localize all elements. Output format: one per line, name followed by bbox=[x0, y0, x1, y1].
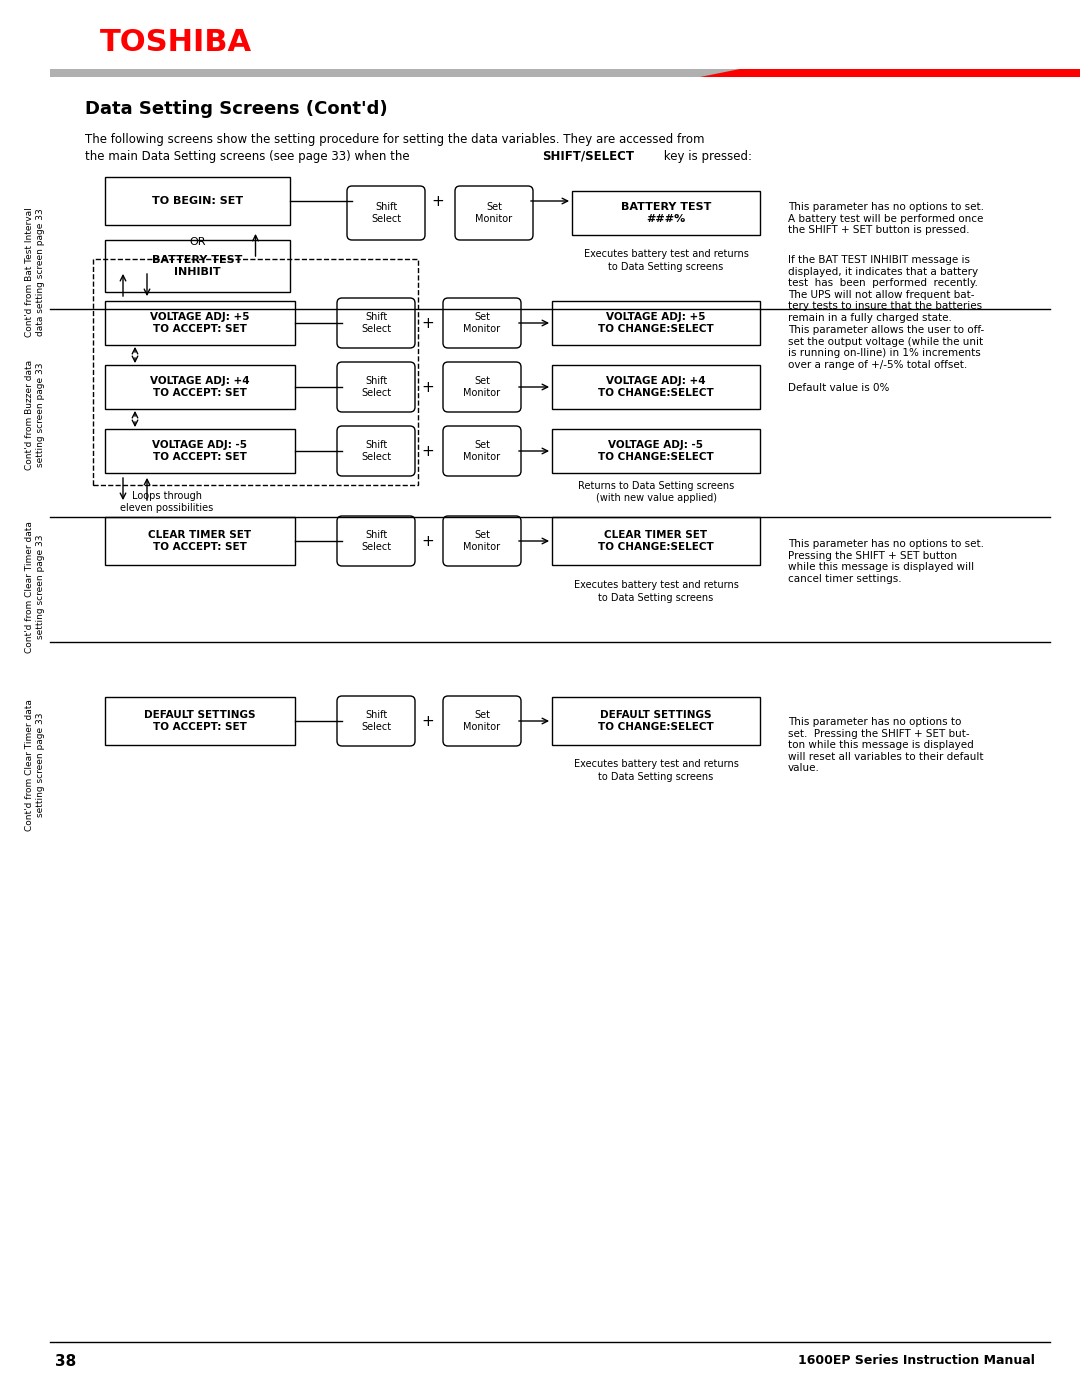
FancyBboxPatch shape bbox=[443, 426, 521, 476]
Text: the main Data Setting screens (see page 33) when the: the main Data Setting screens (see page … bbox=[85, 149, 414, 162]
FancyBboxPatch shape bbox=[105, 365, 295, 409]
Text: to Data Setting screens: to Data Setting screens bbox=[598, 592, 714, 604]
Text: Executes battery test and returns: Executes battery test and returns bbox=[583, 249, 748, 258]
Text: Returns to Data Setting screens
(with new value applied): Returns to Data Setting screens (with ne… bbox=[578, 481, 734, 503]
Text: Executes battery test and returns: Executes battery test and returns bbox=[573, 759, 739, 768]
Text: Set
Monitor: Set Monitor bbox=[463, 710, 500, 732]
Text: to Data Setting screens: to Data Setting screens bbox=[598, 773, 714, 782]
FancyBboxPatch shape bbox=[443, 515, 521, 566]
Text: VOLTAGE ADJ: -5
TO CHANGE:SELECT: VOLTAGE ADJ: -5 TO CHANGE:SELECT bbox=[598, 440, 714, 462]
Text: DEFAULT SETTINGS
TO ACCEPT: SET: DEFAULT SETTINGS TO ACCEPT: SET bbox=[145, 710, 256, 732]
Text: Loops through
eleven possibilities: Loops through eleven possibilities bbox=[120, 490, 214, 513]
Text: Shift
Select: Shift Select bbox=[361, 376, 391, 398]
Text: Set
Monitor: Set Monitor bbox=[475, 203, 513, 224]
FancyBboxPatch shape bbox=[337, 515, 415, 566]
FancyBboxPatch shape bbox=[105, 517, 295, 564]
Text: Cont'd from Clear Timer data
setting screen page 33: Cont'd from Clear Timer data setting scr… bbox=[25, 698, 44, 831]
Text: to Data Setting screens: to Data Setting screens bbox=[608, 263, 724, 272]
FancyBboxPatch shape bbox=[337, 362, 415, 412]
FancyBboxPatch shape bbox=[552, 300, 760, 345]
Text: TOSHIBA: TOSHIBA bbox=[100, 28, 252, 56]
Text: Data Setting Screens (Cont'd): Data Setting Screens (Cont'd) bbox=[85, 101, 388, 117]
Polygon shape bbox=[50, 68, 775, 77]
Text: VOLTAGE ADJ: -5
TO ACCEPT: SET: VOLTAGE ADJ: -5 TO ACCEPT: SET bbox=[152, 440, 247, 462]
FancyBboxPatch shape bbox=[443, 696, 521, 746]
FancyBboxPatch shape bbox=[552, 365, 760, 409]
FancyBboxPatch shape bbox=[105, 177, 291, 225]
Text: +: + bbox=[421, 316, 434, 331]
Text: Shift
Select: Shift Select bbox=[361, 531, 391, 552]
FancyBboxPatch shape bbox=[552, 697, 760, 745]
Text: TO BEGIN: SET: TO BEGIN: SET bbox=[152, 196, 243, 205]
Text: Shift
Select: Shift Select bbox=[361, 710, 391, 732]
Text: This parameter allows the user to off-
set the output voltage (while the unit
is: This parameter allows the user to off- s… bbox=[788, 326, 984, 393]
Polygon shape bbox=[700, 68, 1080, 77]
Text: 38: 38 bbox=[55, 1354, 77, 1369]
FancyBboxPatch shape bbox=[572, 191, 760, 235]
Text: +: + bbox=[421, 443, 434, 458]
Text: This parameter has no options to set.
Pressing the SHIFT + SET button
while this: This parameter has no options to set. Pr… bbox=[788, 539, 984, 584]
Text: +: + bbox=[421, 714, 434, 728]
Text: BATTERY TEST
###%: BATTERY TEST ###% bbox=[621, 203, 712, 224]
FancyBboxPatch shape bbox=[552, 429, 760, 474]
FancyBboxPatch shape bbox=[552, 517, 760, 564]
FancyBboxPatch shape bbox=[443, 298, 521, 348]
Text: Shift
Select: Shift Select bbox=[361, 312, 391, 334]
Text: VOLTAGE ADJ: +5
TO CHANGE:SELECT: VOLTAGE ADJ: +5 TO CHANGE:SELECT bbox=[598, 312, 714, 334]
Text: If the BAT TEST INHIBIT message is
displayed, it indicates that a battery
test  : If the BAT TEST INHIBIT message is displ… bbox=[788, 256, 982, 323]
Text: BATTERY TEST
INHIBIT: BATTERY TEST INHIBIT bbox=[152, 256, 243, 277]
Text: Set
Monitor: Set Monitor bbox=[463, 376, 500, 398]
FancyBboxPatch shape bbox=[105, 697, 295, 745]
FancyBboxPatch shape bbox=[337, 426, 415, 476]
FancyBboxPatch shape bbox=[337, 696, 415, 746]
Text: DEFAULT SETTINGS
TO CHANGE:SELECT: DEFAULT SETTINGS TO CHANGE:SELECT bbox=[598, 710, 714, 732]
Text: Shift
Select: Shift Select bbox=[361, 440, 391, 462]
Text: Executes battery test and returns: Executes battery test and returns bbox=[573, 580, 739, 590]
Text: Shift
Select: Shift Select bbox=[370, 203, 401, 224]
Text: This parameter has no options to set.
A battery test will be performed once
the : This parameter has no options to set. A … bbox=[788, 203, 984, 235]
Text: 1600EP Series Instruction Manual: 1600EP Series Instruction Manual bbox=[798, 1355, 1035, 1368]
FancyBboxPatch shape bbox=[347, 186, 426, 240]
Text: SHIFT/SELECT: SHIFT/SELECT bbox=[542, 149, 634, 162]
Text: The following screens show the setting procedure for setting the data variables.: The following screens show the setting p… bbox=[85, 133, 704, 145]
FancyBboxPatch shape bbox=[105, 240, 291, 292]
Text: CLEAR TIMER SET
TO ACCEPT: SET: CLEAR TIMER SET TO ACCEPT: SET bbox=[148, 531, 252, 552]
Text: +: + bbox=[432, 194, 444, 208]
Text: VOLTAGE ADJ: +4
TO ACCEPT: SET: VOLTAGE ADJ: +4 TO ACCEPT: SET bbox=[150, 376, 249, 398]
Text: Set
Monitor: Set Monitor bbox=[463, 440, 500, 462]
Text: +: + bbox=[421, 380, 434, 394]
Text: This parameter has no options to
set.  Pressing the SHIFT + SET but-
ton while t: This parameter has no options to set. Pr… bbox=[788, 717, 984, 774]
Text: Cont'd from Bat Test Interval
data setting screen page 33: Cont'd from Bat Test Interval data setti… bbox=[25, 207, 44, 337]
FancyBboxPatch shape bbox=[337, 298, 415, 348]
FancyBboxPatch shape bbox=[443, 362, 521, 412]
Text: OR: OR bbox=[189, 237, 206, 247]
Text: Set
Monitor: Set Monitor bbox=[463, 312, 500, 334]
Text: key is pressed:: key is pressed: bbox=[660, 149, 752, 162]
FancyBboxPatch shape bbox=[455, 186, 534, 240]
Text: VOLTAGE ADJ: +4
TO CHANGE:SELECT: VOLTAGE ADJ: +4 TO CHANGE:SELECT bbox=[598, 376, 714, 398]
FancyBboxPatch shape bbox=[105, 429, 295, 474]
Text: VOLTAGE ADJ: +5
TO ACCEPT: SET: VOLTAGE ADJ: +5 TO ACCEPT: SET bbox=[150, 312, 249, 334]
Text: Cont'd from Buzzer data
setting screen page 33: Cont'd from Buzzer data setting screen p… bbox=[25, 360, 44, 469]
Text: CLEAR TIMER SET
TO CHANGE:SELECT: CLEAR TIMER SET TO CHANGE:SELECT bbox=[598, 531, 714, 552]
FancyBboxPatch shape bbox=[105, 300, 295, 345]
Text: Cont'd from Clear Timer data
setting screen page 33: Cont'd from Clear Timer data setting scr… bbox=[25, 521, 44, 652]
Text: +: + bbox=[421, 534, 434, 549]
Text: Set
Monitor: Set Monitor bbox=[463, 531, 500, 552]
